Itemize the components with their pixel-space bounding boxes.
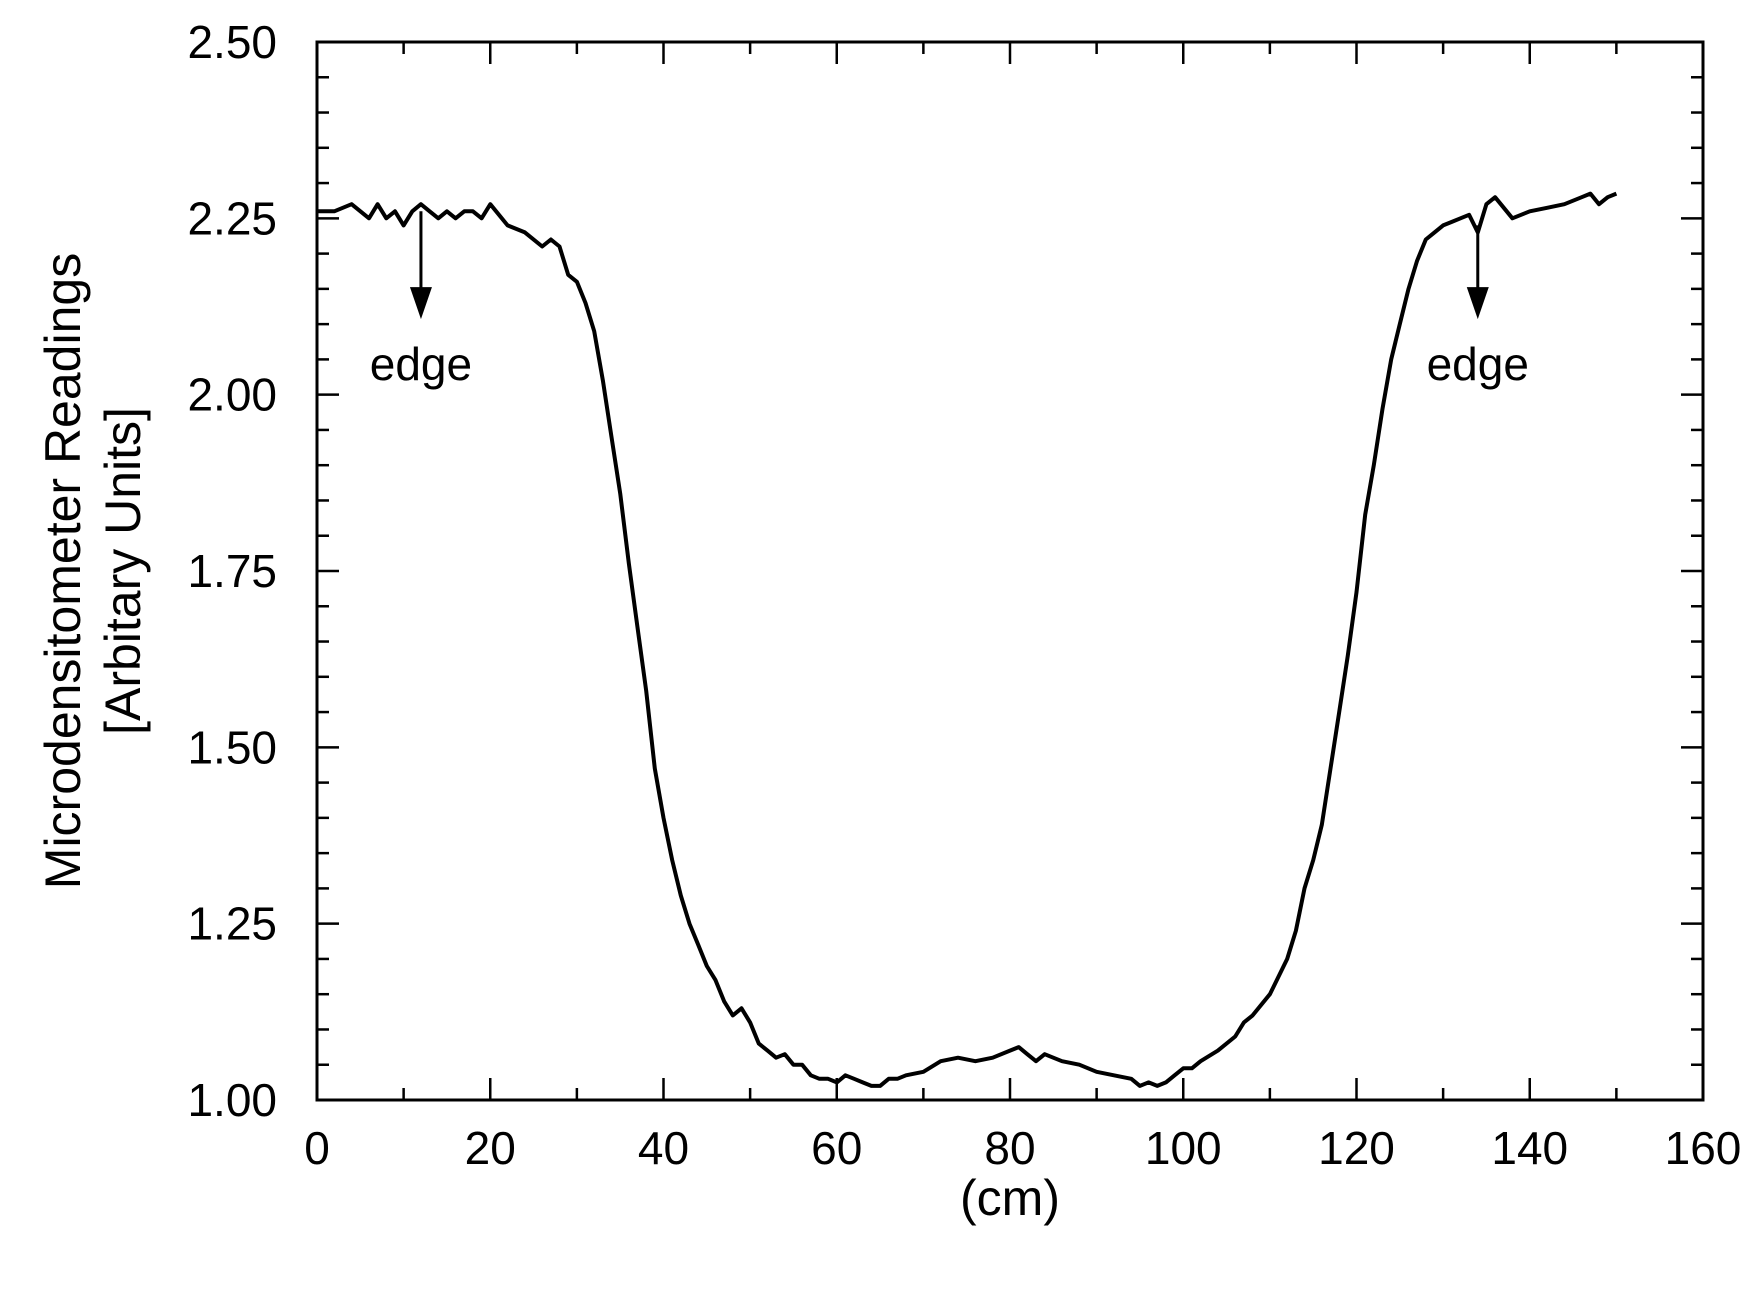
y-tick-label: 1.50 [187, 721, 277, 773]
axis-ticks [315, 40, 1705, 1102]
x-tick-label: 160 [1665, 1122, 1742, 1174]
y-tick-label: 2.00 [187, 369, 277, 421]
x-axis-title: (cm) [960, 1170, 1060, 1226]
y-tick-label: 2.25 [187, 192, 277, 244]
x-tick-label: 100 [1145, 1122, 1222, 1174]
edge-arrow-head [1466, 287, 1489, 320]
edge-annotation-label: edge [370, 338, 472, 390]
x-tick-label: 140 [1491, 1122, 1568, 1174]
y-axis-tick-labels: 1.00 1.25 1.50 1.75 2.00 2.25 2.50 [187, 16, 277, 1126]
y-tick-label: 1.00 [187, 1074, 277, 1126]
x-tick-label: 40 [638, 1122, 689, 1174]
x-tick-label: 60 [811, 1122, 862, 1174]
y-axis-title-line-1: Microdensitometer Readings [35, 253, 91, 889]
x-axis-tick-labels: 0 20 40 60 80 100 120 140 160 [304, 1122, 1741, 1174]
x-tick-label: 0 [304, 1122, 330, 1174]
x-tick-label: 20 [465, 1122, 516, 1174]
y-tick-label: 2.50 [187, 16, 277, 68]
x-tick-label: 80 [984, 1122, 1035, 1174]
series-line-microdensitometer [317, 191, 1618, 1088]
edge-arrow-head [409, 287, 432, 320]
plot-area-frame [315, 40, 1705, 1102]
y-tick-label: 1.75 [187, 545, 277, 597]
annotations: edge edge [370, 211, 1529, 390]
edge-annotation-label: edge [1427, 338, 1529, 390]
y-axis-title-line-2: [Arbitary Units] [95, 407, 151, 735]
x-tick-label: 120 [1318, 1122, 1395, 1174]
y-tick-label: 1.25 [187, 898, 277, 950]
